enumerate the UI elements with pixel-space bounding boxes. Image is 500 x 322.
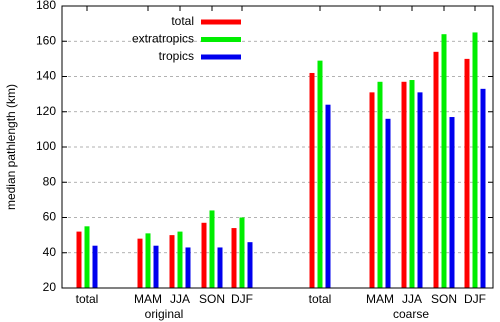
bar: [401, 81, 407, 288]
bar: [169, 235, 175, 288]
y-tick-label: 100: [36, 139, 56, 153]
bar: [145, 233, 151, 288]
bar: [247, 242, 253, 288]
x-tick-label: total: [76, 292, 99, 306]
y-tick-label: 180: [36, 0, 56, 12]
legend-swatch: [201, 19, 241, 25]
bar: [76, 231, 82, 288]
bar: [449, 117, 455, 288]
bar: [209, 210, 215, 288]
y-tick-label: 140: [36, 69, 56, 83]
bar: [433, 51, 439, 289]
y-tick-label: 120: [36, 104, 56, 118]
bar: [309, 72, 315, 288]
bar: [417, 92, 423, 288]
bar: [239, 217, 245, 288]
plot-frame: [61, 5, 494, 289]
bar: [177, 231, 183, 288]
legend-label: extratropics: [132, 32, 194, 46]
y-tick-label: 160: [36, 33, 56, 47]
bar: [84, 226, 90, 288]
y-tick-label: 40: [43, 245, 57, 259]
x-tick-label: JJA: [170, 292, 190, 306]
bar: [464, 58, 470, 288]
x-tick-label: total: [309, 292, 332, 306]
x-tick-label: JJA: [402, 292, 422, 306]
bar: [472, 32, 478, 288]
bar: [385, 118, 391, 288]
y-tick-label: 20: [43, 280, 57, 294]
x-tick-label: SON: [431, 292, 457, 306]
x-tick-label: DJF: [231, 292, 253, 306]
bar: [409, 80, 415, 289]
bar: [377, 81, 383, 288]
bar: [137, 238, 143, 288]
bar: [317, 60, 323, 289]
legend-label: total: [171, 14, 194, 28]
x-tick-label: MAM: [366, 292, 394, 306]
y-axis-label: median pathlength (km): [4, 84, 18, 210]
x-tick-label: SON: [199, 292, 225, 306]
legend-label: tropics: [159, 49, 194, 63]
bar: [201, 222, 207, 288]
bar: [441, 34, 447, 289]
bar: [325, 104, 331, 288]
bar: [153, 245, 159, 288]
x-tick-label: MAM: [134, 292, 162, 306]
bar: [92, 245, 98, 288]
y-tick-label: 80: [43, 174, 57, 188]
y-tick-label: 60: [43, 210, 57, 224]
bar: [217, 247, 223, 288]
bar: [480, 88, 486, 289]
bar: [231, 228, 237, 288]
bar: [369, 92, 375, 288]
group-label: coarse: [393, 307, 429, 321]
legend-swatch: [201, 37, 241, 42]
x-tick-label: DJF: [464, 292, 486, 306]
legend-swatch: [201, 54, 241, 60]
bar: [185, 247, 191, 288]
group-label: original: [145, 307, 184, 321]
